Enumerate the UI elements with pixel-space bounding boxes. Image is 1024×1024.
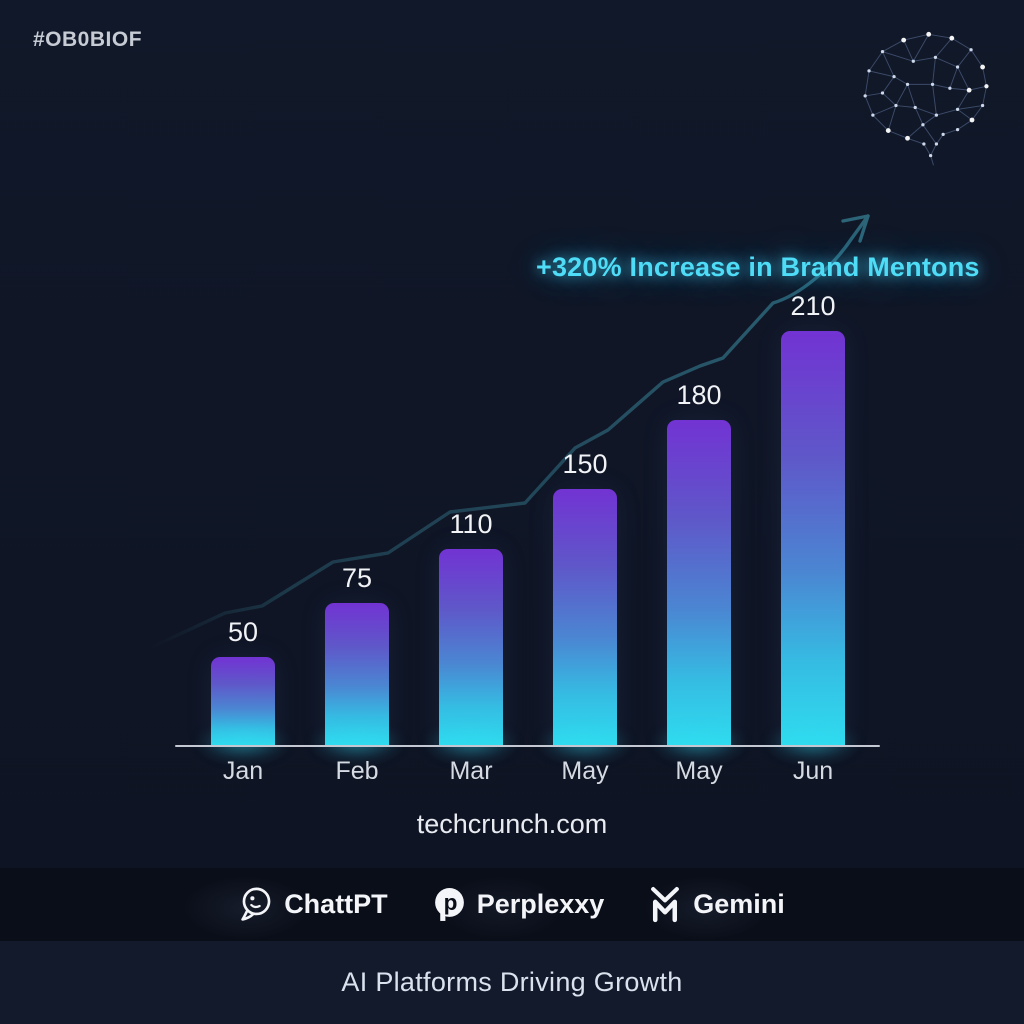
bar: 110	[439, 509, 503, 746]
x-axis-tick-label: Jan	[222, 757, 264, 785]
bar-value-label: 180	[676, 380, 722, 410]
bar-value-label: 110	[449, 509, 493, 539]
bar-value-label: 210	[790, 291, 836, 321]
chat-bubble-icon	[241, 887, 271, 921]
platform-logo-perplexxy: p Perplexxy	[432, 886, 605, 923]
bar: 150	[553, 449, 617, 746]
x-axis-tick-label: Feb	[335, 757, 379, 785]
platform-name: Perplexxy	[476, 889, 605, 919]
x-axis-tick-label: Mar	[449, 757, 493, 785]
bar: 180	[667, 380, 731, 746]
source-label: techcrunch.com	[416, 809, 608, 839]
svg-text:p: p	[443, 890, 457, 915]
platform-logos-bar: ChattPT p Perplexxy Gemini	[0, 868, 1024, 941]
footer: AI Platforms Driving Growth	[0, 941, 1024, 1024]
bar-value-label: 150	[562, 449, 608, 479]
bar-column: 50	[211, 617, 275, 746]
platform-logo-chattpt: ChattPT	[239, 886, 388, 923]
p-circle-icon: p	[434, 888, 464, 921]
platform-name: Gemini	[693, 889, 785, 919]
bar-column: 150	[553, 449, 617, 746]
x-axis-tick-label: May	[675, 757, 723, 785]
x-axis-line	[175, 745, 880, 747]
x-axis-tick-label: Jun	[792, 757, 834, 785]
brain-network-icon	[863, 31, 989, 166]
bar-value-label: 50	[227, 617, 259, 647]
annotation-headline: +320% Increase in Brand Mentons	[536, 252, 980, 282]
bar-column: 210	[781, 291, 845, 746]
bar-column: 75	[325, 563, 389, 746]
x-axis-tick-label: May	[561, 757, 609, 785]
hashtag: #OB0BIOF	[33, 28, 143, 51]
bars-group: 50 75 110 150 180 210	[211, 0, 845, 746]
footer-title: AI Platforms Driving Growth	[341, 967, 683, 997]
platform-logo-gemini: Gemini	[648, 886, 785, 923]
platform-name: ChattPT	[284, 889, 388, 919]
m-chevron-icon	[651, 887, 680, 923]
bar-column: 180	[667, 380, 731, 746]
bar-value-label: 75	[341, 563, 373, 593]
bar: 50	[211, 617, 275, 746]
x-axis-labels: Jan Feb Mar May May Jun	[211, 757, 845, 786]
bar-column: 110	[439, 509, 503, 746]
bar: 210	[781, 291, 845, 746]
bar: 75	[325, 563, 389, 746]
